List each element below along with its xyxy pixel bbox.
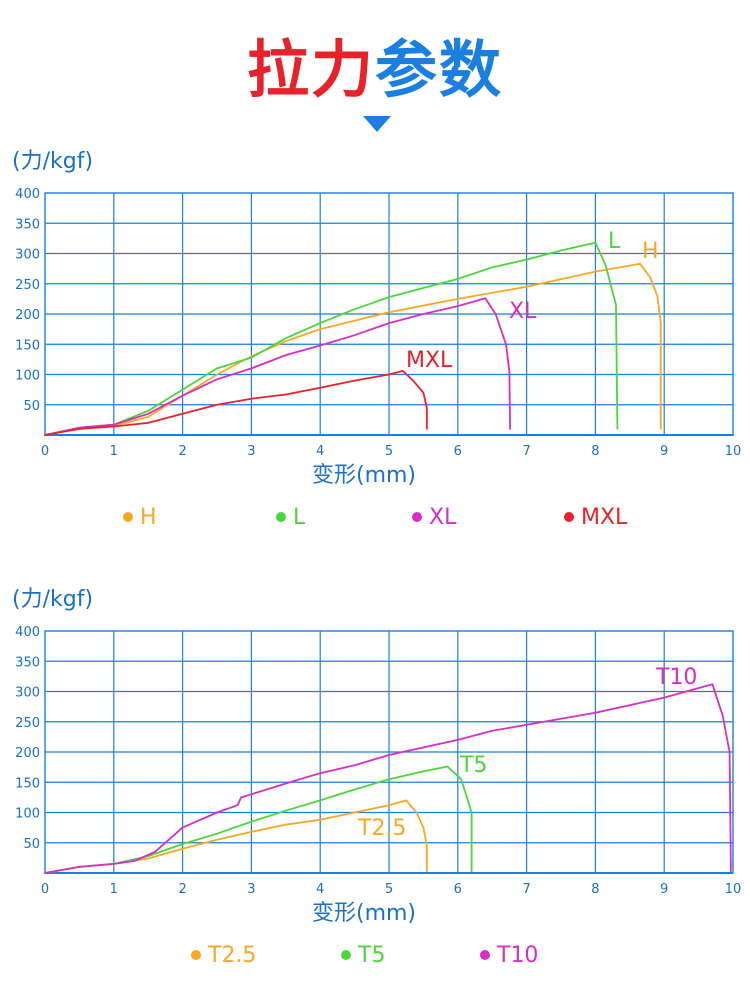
legend-dot-icon — [480, 950, 490, 960]
x-tick-label: 9 — [660, 444, 668, 459]
x-axis-label: 变形(mm) — [312, 463, 416, 488]
series-line-mxl — [44, 370, 428, 436]
page-title: 拉力参数 — [0, 30, 750, 110]
legend-entry-t10: T10 — [496, 943, 538, 968]
x-tick-label: 8 — [591, 882, 599, 897]
x-tick-label: 8 — [591, 444, 599, 459]
y-tick-label: 50 — [23, 399, 40, 414]
series-line-xl — [44, 297, 511, 436]
x-tick-label: 5 — [385, 882, 393, 897]
y-tick-label: 200 — [15, 746, 40, 761]
y-tick-label: 250 — [15, 716, 40, 731]
y-tick-label: 150 — [15, 776, 40, 791]
y-tick-label: 200 — [15, 308, 40, 323]
legend-entry-xl: XL — [429, 505, 457, 530]
x-tick-label: 4 — [316, 444, 324, 459]
series-annotation-mxl: MXL — [406, 348, 453, 373]
y-tick-label: 350 — [15, 217, 40, 232]
legend-dot-icon — [191, 950, 201, 960]
y-tick-label: 50 — [23, 837, 40, 852]
legend-dot-icon — [123, 512, 133, 522]
x-tick-label: 5 — [385, 444, 393, 459]
y-tick-label: 250 — [15, 278, 40, 293]
y-tick-label: 100 — [15, 369, 40, 384]
series-annotation-h: H — [642, 239, 659, 264]
series-line-t5 — [44, 765, 473, 874]
page-title-blue: 参数 — [375, 33, 504, 106]
legend-entry-l: L — [293, 505, 306, 530]
chart-2: (力/kgf) 0 1 2 3 4 5 6 7 8 9 10 50 100 150 200 250 300 350 4… — [12, 587, 742, 968]
chart-1: (力/kgf) 0 1 2 3 4 5 6 7 8 9 10 50 100 150 200 250 300 350 4… — [12, 149, 742, 530]
legend-entry-h: H — [140, 505, 157, 530]
y-tick-label: 400 — [15, 625, 40, 640]
legend-entry-mxl: MXL — [581, 505, 628, 530]
x-tick-label: 2 — [178, 444, 186, 459]
legend-entry-t2-5: T2.5 — [207, 943, 256, 968]
legend-dot-icon — [564, 512, 574, 522]
y-tick-label: 150 — [15, 338, 40, 353]
series-line-l — [44, 241, 619, 436]
x-tick-label: 4 — [316, 882, 324, 897]
x-tick-label: 7 — [522, 882, 530, 897]
y-tick-label: 350 — [15, 655, 40, 670]
x-tick-label: 2 — [178, 882, 186, 897]
x-tick-label: 10 — [725, 882, 742, 897]
x-tick-label: 9 — [660, 882, 668, 897]
series-annotation-l: L — [608, 229, 621, 254]
x-axis-label: 变形(mm) — [312, 901, 416, 926]
legend-dot-icon — [276, 512, 286, 522]
x-tick-label: 6 — [454, 444, 462, 459]
series-annotation-t2-5: T2.5 — [357, 816, 406, 841]
x-tick-label: 1 — [110, 444, 118, 459]
y-tick-label: 400 — [15, 187, 40, 202]
page-title-red: 拉力 — [246, 33, 375, 106]
y-tick-label: 300 — [15, 248, 40, 263]
x-tick-label: 3 — [247, 882, 255, 897]
x-tick-label: 0 — [41, 882, 49, 897]
legend-dot-icon — [341, 950, 351, 960]
y-tick-label: 300 — [15, 686, 40, 701]
series-line-t10 — [44, 683, 732, 874]
series-annotation-t10: T10 — [655, 665, 697, 690]
x-tick-label: 10 — [725, 444, 742, 459]
x-tick-label: 7 — [522, 444, 530, 459]
legend-entry-t5: T5 — [357, 943, 385, 968]
legend-dot-icon — [412, 512, 422, 522]
y-tick-label: 100 — [15, 807, 40, 822]
y-axis-label: (力/kgf) — [12, 149, 93, 174]
x-tick-label: 3 — [247, 444, 255, 459]
x-tick-label: 0 — [41, 444, 49, 459]
triangle-down-icon — [363, 116, 391, 132]
series-annotation-t5: T5 — [459, 753, 487, 778]
series-annotation-xl: XL — [509, 299, 537, 324]
series-line-h — [44, 262, 662, 436]
x-tick-label: 1 — [110, 882, 118, 897]
x-tick-label: 6 — [454, 882, 462, 897]
y-axis-label: (力/kgf) — [12, 587, 93, 612]
